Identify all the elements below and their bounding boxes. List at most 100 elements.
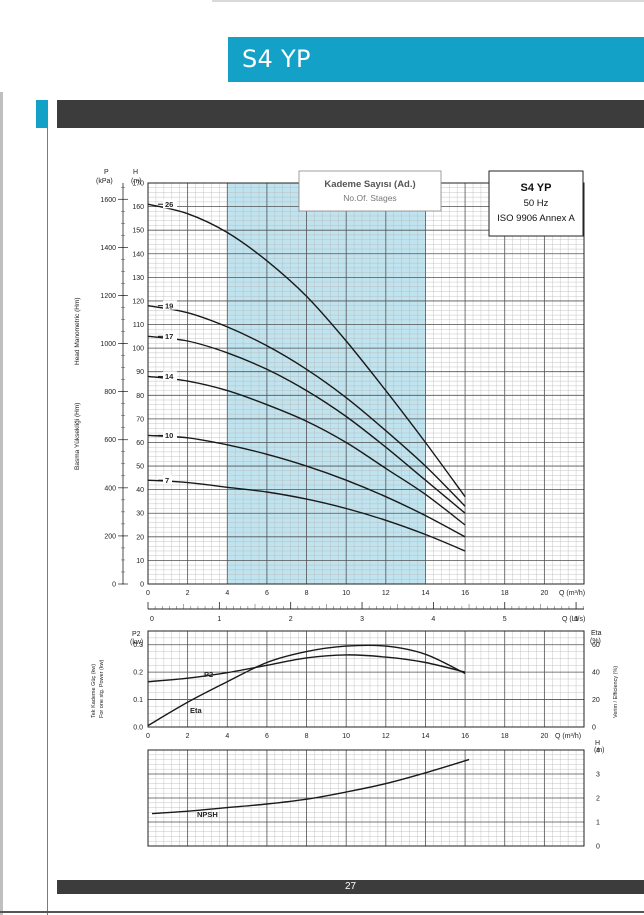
head-chart: 0102030405060708090100110120130140150160… — [74, 169, 585, 597]
head-tick-label: 170 — [132, 181, 144, 188]
left-rule — [0, 92, 3, 915]
title-band: S4 YP — [228, 37, 644, 82]
head-tick-label: 20 — [136, 534, 144, 541]
label-p2: P2 — [204, 670, 213, 679]
lts-tick-label: 4 — [431, 616, 435, 623]
head-x-tick-label: 16 — [461, 590, 469, 597]
head-curve-7 — [147, 479, 466, 552]
stage-label-19: 19 — [165, 301, 173, 310]
model-frequency: 50 Hz — [524, 198, 549, 209]
kpa-tick-label: 200 — [104, 533, 116, 540]
head-tick-label: 100 — [132, 346, 144, 353]
eta-tick-label: 20 — [592, 697, 600, 704]
npsh-tick-label: 2 — [596, 796, 600, 803]
npsh-tick-label: 4 — [596, 748, 600, 755]
stage-label-10: 10 — [165, 431, 173, 440]
head-unit-label: H — [133, 169, 138, 176]
head-x-axis-label: Q (m³/h) — [559, 590, 585, 597]
head-tick-label: 160 — [132, 204, 144, 211]
head-tick-label: 90 — [136, 369, 144, 376]
stage-label-bg-7 — [163, 475, 172, 485]
eta-unit-label: Eta — [591, 630, 602, 637]
head-tick-label: 30 — [136, 511, 144, 518]
stage-count-box — [298, 170, 442, 212]
pe-x-tick-label: 0 — [146, 733, 150, 740]
kpa-tick-label: 800 — [104, 389, 116, 396]
lts-tick-label: 0 — [150, 616, 154, 623]
page-title: S4 YP — [242, 45, 311, 73]
head-tick-label: 150 — [132, 228, 144, 235]
head-tick-label: 50 — [136, 464, 144, 471]
lts-tick-label: 1 — [217, 616, 221, 623]
stage-count-title: Kademe Sayısı (Ad.) — [324, 179, 415, 190]
eta-unit-label-2: (%) — [590, 638, 601, 645]
pe-x-tick-label: 2 — [186, 733, 190, 740]
eta-tick-label: 40 — [592, 670, 600, 677]
stage-label-bg-14 — [163, 371, 177, 381]
label-eta: Eta — [190, 706, 203, 715]
npsh-tick-label: 1 — [596, 820, 600, 827]
ylabel-one-stage-power: For one stg. Power (kw) — [99, 659, 105, 718]
lts-tick-label: 5 — [503, 616, 507, 623]
section-accent-line — [47, 128, 48, 915]
npsh-tick-label: 3 — [596, 772, 600, 779]
head-curve-10 — [147, 434, 466, 538]
kpa-tick-label: 1200 — [100, 293, 116, 300]
stage-label-14: 14 — [165, 372, 174, 381]
head-tick-label: 10 — [136, 558, 144, 565]
power-efficiency-chart: 0.0 0.1 0.2 0.3 0 20 40 60 0 2 4 6 8 10 12 14 16 18 20 Q (m… — [91, 630, 619, 740]
eta-tick-label: 60 — [592, 642, 600, 649]
p2-tick-label: 0.3 — [133, 642, 143, 649]
lts-axis: 0 1 2 3 4 5 6Q (Lt/s) — [147, 602, 585, 623]
model-standard: ISO 9906 Annex A — [497, 213, 575, 224]
section-header-bar — [57, 100, 644, 128]
kpa-tick-label: 400 — [104, 485, 116, 492]
head-tick-label: 80 — [136, 393, 144, 400]
section-accent — [36, 100, 48, 128]
pe-x-tick-label: 4 — [225, 733, 229, 740]
stage-label-26: 26 — [165, 200, 173, 209]
top-rule — [212, 0, 644, 2]
stage-label-bg-19 — [163, 300, 177, 310]
footer-bar: 27 — [57, 880, 644, 894]
head-curve-26 — [147, 203, 466, 498]
pe-x-tick-label: 6 — [265, 733, 269, 740]
head-x-tick-label: 20 — [540, 590, 548, 597]
npsh-unit-label: H — [595, 740, 600, 747]
lts-axis-label: Q (Lt/s) — [562, 616, 585, 623]
model-name: S4 YP — [521, 182, 552, 194]
head-curve-17 — [147, 335, 466, 514]
head-tick-label: 40 — [136, 487, 144, 494]
head-curve-19 — [147, 305, 466, 507]
kpa-unit-label-2: (kPa) — [96, 178, 113, 185]
npsh-plot-frame — [147, 749, 585, 847]
pe-x-tick-label: 12 — [382, 733, 390, 740]
ylabel-head-manometric: Head Manometric (Hm) — [74, 297, 81, 365]
npsh-tick-label: 0 — [596, 844, 600, 851]
eta-tick-label: 0 — [592, 725, 596, 732]
p2-tick-label: 0.0 — [133, 725, 143, 732]
head-tick-label: 120 — [132, 298, 144, 305]
lts-tick-label: 6 — [574, 616, 578, 623]
head-tick-label: 110 — [133, 322, 144, 329]
curve-eta — [147, 644, 466, 727]
pe-plot-frame — [147, 630, 585, 728]
npsh-chart: 0 1 2 3 4H(m) NPSH — [147, 740, 605, 851]
npsh-unit-label-2: (m) — [594, 747, 605, 754]
pe-x-axis-label: Q (m³/h) — [555, 733, 581, 740]
p2-tick-label: 0.1 — [133, 697, 143, 704]
head-curve-14 — [147, 375, 466, 526]
p2-tick-label: 0.2 — [133, 670, 143, 677]
kpa-unit-label: P — [104, 169, 109, 176]
ylabel-efficiency: Verim / Efficiency (%) — [613, 666, 619, 718]
lts-tick-label: 3 — [360, 616, 364, 623]
bottom-rule — [0, 911, 644, 913]
lts-tick-label: 2 — [289, 616, 293, 623]
head-tick-label: 140 — [132, 251, 144, 258]
label-npsh: NPSH — [197, 810, 218, 819]
pe-x-tick-label: 20 — [540, 733, 548, 740]
kpa-tick-label: 1600 — [100, 197, 116, 204]
kpa-tick-label: 1400 — [100, 245, 116, 252]
model-info-box — [488, 170, 584, 237]
